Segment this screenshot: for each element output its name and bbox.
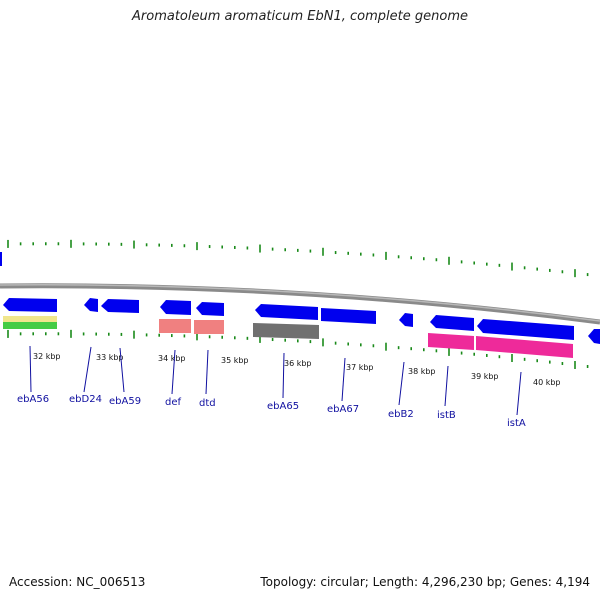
callout-line-ebA59 [119, 347, 125, 393]
edge-gene-marker [0, 252, 2, 266]
callout-line-ebB2 [398, 361, 405, 406]
gene-labels: ebA56 ebD24 ebA59 def dtd ebA65 ebA67 eb… [17, 394, 526, 429]
feature-bar-ebA56-yellow [3, 316, 57, 322]
gene-arrow-ebA65[interactable] [255, 304, 318, 320]
gene-arrow-def[interactable] [160, 300, 191, 315]
callout-line-dtd [205, 349, 209, 395]
feature-bar-istB [428, 333, 474, 350]
feature-bar-ebA56-green [3, 322, 57, 329]
kbp-label: 38 kbp [408, 367, 436, 376]
kbp-label: 32 kbp [33, 352, 61, 361]
gene-label-def[interactable]: def [165, 397, 182, 408]
gene-arrow-ebA56[interactable] [3, 298, 57, 312]
feature-bars [3, 316, 573, 358]
callout-line-ebD24 [83, 346, 92, 393]
callout-line-ebA67 [341, 357, 346, 402]
kbp-label: 36 kbp [284, 359, 312, 368]
callout-line-istB [444, 365, 449, 407]
gene-arrow-ebD24[interactable] [84, 298, 98, 312]
gene-arrow-istA[interactable] [477, 319, 574, 340]
gene-arrow-istB[interactable] [430, 315, 474, 331]
kbp-labels: 32 kbp 33 kbp 34 kbp 35 kbp 36 kbp 37 kb… [33, 352, 561, 387]
kbp-label: 39 kbp [471, 372, 499, 381]
gene-arrows [3, 298, 600, 344]
gene-label-ebD24[interactable]: ebD24 [69, 394, 102, 405]
feature-bar-def [159, 319, 191, 333]
gene-arrow-dtd[interactable] [196, 302, 224, 316]
genome-summary-text: Topology: circular; Length: 4,296,230 bp… [260, 575, 590, 589]
feature-bar-istA [476, 336, 573, 358]
gene-label-istB[interactable]: istB [437, 410, 456, 421]
gene-arrow-ebB2[interactable] [399, 313, 413, 327]
gene-label-dtd[interactable]: dtd [199, 398, 216, 409]
callout-line-istA [516, 371, 522, 416]
genome-backbone-highlight [0, 284, 600, 322]
genome-backbone [0, 283, 600, 325]
gene-label-istA[interactable]: istA [507, 418, 526, 429]
gene-callout-lines [29, 345, 522, 416]
callout-line-ebA65 [282, 352, 285, 399]
feature-bar-ebA65 [253, 323, 319, 339]
gene-label-ebB2[interactable]: ebB2 [388, 409, 414, 420]
kbp-label: 35 kbp [221, 356, 249, 365]
kbp-label: 33 kbp [96, 353, 124, 362]
kbp-label: 34 kbp [158, 354, 186, 363]
callout-line-ebA56 [29, 345, 32, 393]
gene-label-ebA65[interactable]: ebA65 [267, 401, 299, 412]
kbp-label: 40 kbp [533, 378, 561, 387]
gene-label-ebA67[interactable]: ebA67 [327, 404, 359, 415]
outer-ruler-ticks [7, 239, 589, 278]
gene-label-ebA59[interactable]: ebA59 [109, 396, 141, 407]
gene-arrow-edge-right [588, 329, 600, 344]
inner-ruler-ticks [7, 329, 589, 369]
gene-label-ebA56[interactable]: ebA56 [17, 394, 49, 405]
gene-arrow-ebA67[interactable] [321, 308, 376, 324]
kbp-label: 37 kbp [346, 363, 374, 372]
feature-bar-dtd [194, 320, 224, 334]
genome-title: Aromatoleum aromaticum EbN1, complete ge… [132, 9, 468, 24]
gene-arrow-ebA59[interactable] [101, 299, 139, 313]
accession-text: Accession: NC_006513 [9, 575, 146, 589]
callout-line-def [171, 349, 176, 395]
